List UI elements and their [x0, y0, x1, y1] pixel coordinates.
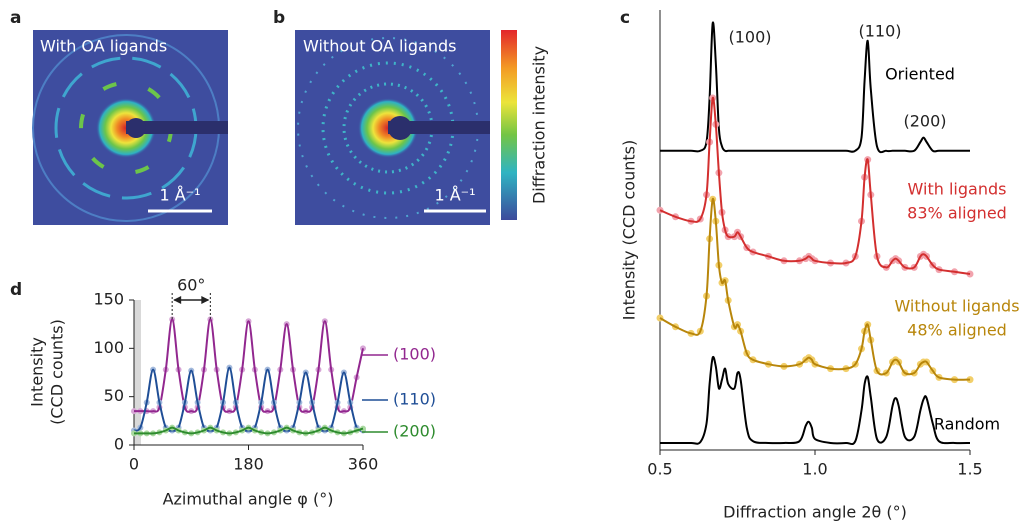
y-tick-label: 0 [114, 435, 124, 454]
series-line [660, 355, 971, 446]
scale-label: 1 Å⁻¹ [434, 186, 475, 205]
colorbar [501, 30, 517, 220]
panel-label: a [10, 8, 21, 28]
legend-label: (110) [393, 390, 436, 409]
y-axis-label: Intensity [28, 337, 47, 407]
x-tick-label: 1.5 [957, 460, 982, 479]
x-axis-label: Diffraction angle 2θ (°) [723, 503, 907, 522]
annotation: 60° [177, 276, 205, 295]
x-tick-label: 360 [348, 455, 379, 474]
series-line [133, 318, 364, 413]
series-label: Without ligands [894, 297, 1019, 316]
y-axis-label: (CCD counts) [48, 319, 67, 425]
peak-label: (100) [728, 28, 771, 47]
y-tick-label: 150 [93, 290, 124, 309]
series-label: 83% aligned [907, 204, 1007, 223]
peak-label: (110) [858, 22, 901, 41]
x-tick-label: 180 [233, 455, 264, 474]
x-tick-label: 0 [129, 455, 139, 474]
beam-stop [126, 121, 228, 134]
beam-stop [388, 121, 490, 134]
scale-label: 1 Å⁻¹ [159, 186, 200, 205]
panel-label: c [620, 8, 630, 28]
series-label: 48% aligned [907, 321, 1007, 340]
series-line [659, 197, 971, 381]
y-axis-label: Intensity (CCD counts) [620, 140, 639, 320]
series-line [133, 366, 364, 432]
panel-label: b [273, 8, 285, 28]
y-tick-label: 100 [93, 338, 124, 357]
series-line [660, 21, 970, 154]
x-tick-label: 1.0 [802, 460, 827, 479]
colorbar-label: Diffraction intensity [530, 46, 549, 204]
peak-label: (200) [903, 112, 946, 131]
legend-label: (200) [393, 422, 436, 441]
panel-a: a With OA ligands 1 Å⁻¹ [10, 8, 228, 225]
series-label: Oriented [885, 65, 955, 84]
shaded-region [134, 300, 141, 445]
series-label: Random [934, 415, 1000, 434]
series-line [659, 96, 971, 275]
x-tick-label: 0.5 [647, 460, 672, 479]
image-title: Without OA ligands [303, 37, 456, 56]
series-line [134, 426, 364, 435]
beam-stop [388, 116, 412, 140]
beam-stop [126, 118, 146, 138]
arrow-head [173, 296, 210, 304]
panel-label: d [10, 280, 22, 300]
legend-label: (100) [393, 345, 436, 364]
image-title: With OA ligands [40, 37, 167, 56]
x-axis-label: Azimuthal angle φ (°) [163, 490, 334, 509]
y-tick-label: 50 [104, 386, 124, 405]
panel-b: b Without OA ligands 1 Å⁻¹ Diffraction i… [273, 8, 549, 225]
series-label: With ligands [908, 180, 1007, 199]
